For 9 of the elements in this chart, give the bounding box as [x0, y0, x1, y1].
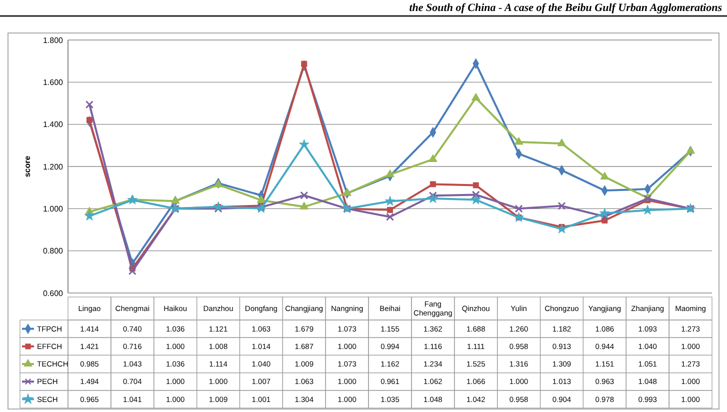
y-tick-label: 1.600 — [42, 78, 64, 87]
y-axis-title: score — [23, 155, 32, 178]
y-tick-label: 0.600 — [42, 288, 64, 298]
y-tick-label: 1.800 — [42, 36, 64, 45]
text: the South of China - A case of the Beibu Gulf Urban Agglomerations — [409, 2, 722, 14]
y-tick-label: 1.400 — [42, 120, 64, 130]
y-tick-label: 1.000 — [42, 204, 64, 214]
y-tick-label: 1.200 — [42, 162, 64, 172]
y-tick-label: 0.800 — [42, 246, 64, 256]
